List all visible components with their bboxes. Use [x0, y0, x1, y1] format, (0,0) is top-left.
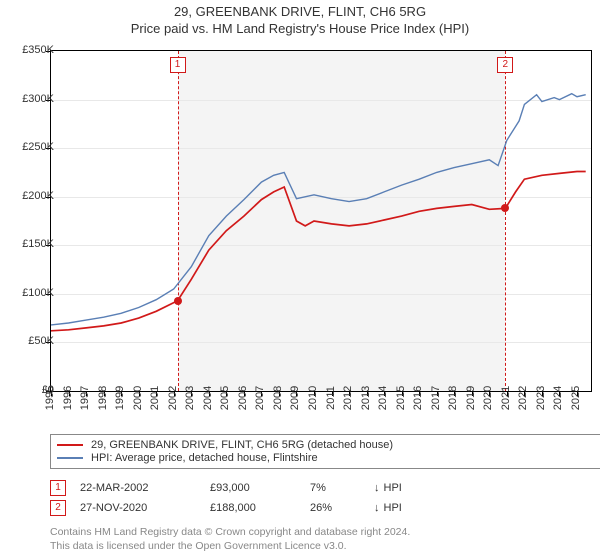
- chart-title-address: 29, GREENBANK DRIVE, FLINT, CH6 5RG: [0, 4, 600, 19]
- x-tick-label: 2020: [482, 386, 494, 410]
- x-tick-label: 2005: [219, 386, 231, 410]
- sale-dot: [174, 297, 182, 305]
- x-tick-label: 2016: [412, 386, 424, 410]
- chart-series-svg: [51, 51, 591, 391]
- y-tick-label: £350K: [6, 44, 54, 56]
- chart-title-subtitle: Price paid vs. HM Land Registry's House …: [0, 21, 600, 36]
- x-tick-label: 2007: [254, 386, 266, 410]
- y-tick-label: £300K: [6, 93, 54, 105]
- x-tick-label: 2009: [289, 386, 301, 410]
- x-tick-label: 2017: [430, 386, 442, 410]
- x-tick-label: 1996: [62, 386, 74, 410]
- y-tick-label: £200K: [6, 190, 54, 202]
- legend-swatch: [57, 444, 83, 446]
- sale-marker-badge: 1: [50, 480, 66, 496]
- legend-item-hpi: HPI: Average price, detached house, Flin…: [57, 452, 595, 464]
- sale-marker-badge: 2: [50, 500, 66, 516]
- chart-plot-area: 12: [50, 50, 592, 392]
- footer-line: Contains HM Land Registry data © Crown c…: [50, 526, 590, 540]
- x-tick-label: 2000: [132, 386, 144, 410]
- x-tick-label: 2023: [535, 386, 547, 410]
- down-arrow-icon: ↓: [374, 502, 380, 514]
- sales-table: 1 22-MAR-2002£93,0007% ↓ HPI 2 27-NOV-2020£18…: [50, 476, 590, 520]
- x-tick-label: 2022: [517, 386, 529, 410]
- x-tick-label: 2004: [202, 386, 214, 410]
- x-tick-label: 2021: [500, 386, 512, 410]
- y-tick-label: £50K: [6, 335, 54, 347]
- x-tick-label: 2010: [307, 386, 319, 410]
- sale-hpi-label: HPI: [384, 502, 402, 514]
- footer-line: This data is licensed under the Open Gov…: [50, 540, 590, 554]
- x-tick-label: 2025: [570, 386, 582, 410]
- sale-date: 27-NOV-2020: [80, 502, 210, 514]
- sale-row: 2 27-NOV-2020£188,00026% ↓ HPI: [50, 500, 590, 516]
- x-tick-label: 2002: [167, 386, 179, 410]
- x-tick-label: 2015: [395, 386, 407, 410]
- sale-dot: [501, 204, 509, 212]
- x-tick-label: 2011: [325, 386, 337, 410]
- x-tick-label: 1998: [97, 386, 109, 410]
- sale-price: £188,000: [210, 502, 310, 514]
- x-tick-label: 2013: [360, 386, 372, 410]
- sale-pct: 7%: [310, 482, 370, 494]
- sale-hpi-label: HPI: [384, 482, 402, 494]
- sale-pct: 26%: [310, 502, 370, 514]
- sale-date: 22-MAR-2002: [80, 482, 210, 494]
- x-tick-label: 2014: [377, 386, 389, 410]
- legend-label: HPI: Average price, detached house, Flin…: [91, 452, 318, 464]
- x-tick-label: 1999: [114, 386, 126, 410]
- down-arrow-icon: ↓: [374, 482, 380, 494]
- x-tick-label: 2003: [184, 386, 196, 410]
- legend-item-price-paid: 29, GREENBANK DRIVE, FLINT, CH6 5RG (det…: [57, 439, 595, 451]
- x-tick-label: 1997: [79, 386, 91, 410]
- y-tick-label: £250K: [6, 141, 54, 153]
- x-tick-label: 2006: [237, 386, 249, 410]
- x-tick-label: 2024: [552, 386, 564, 410]
- legend: 29, GREENBANK DRIVE, FLINT, CH6 5RG (det…: [50, 434, 600, 469]
- legend-swatch: [57, 457, 83, 459]
- x-tick-label: 2019: [465, 386, 477, 410]
- x-tick-label: 2008: [272, 386, 284, 410]
- sale-row: 1 22-MAR-2002£93,0007% ↓ HPI: [50, 480, 590, 496]
- x-tick-label: 2012: [342, 386, 354, 410]
- footer-attribution: Contains HM Land Registry data © Crown c…: [50, 526, 590, 553]
- x-tick-label: 2018: [447, 386, 459, 410]
- x-tick-label: 1995: [44, 386, 56, 410]
- legend-label: 29, GREENBANK DRIVE, FLINT, CH6 5RG (det…: [91, 439, 393, 451]
- x-tick-label: 2001: [149, 386, 161, 410]
- y-tick-label: £100K: [6, 287, 54, 299]
- y-tick-label: £150K: [6, 238, 54, 250]
- sale-price: £93,000: [210, 482, 310, 494]
